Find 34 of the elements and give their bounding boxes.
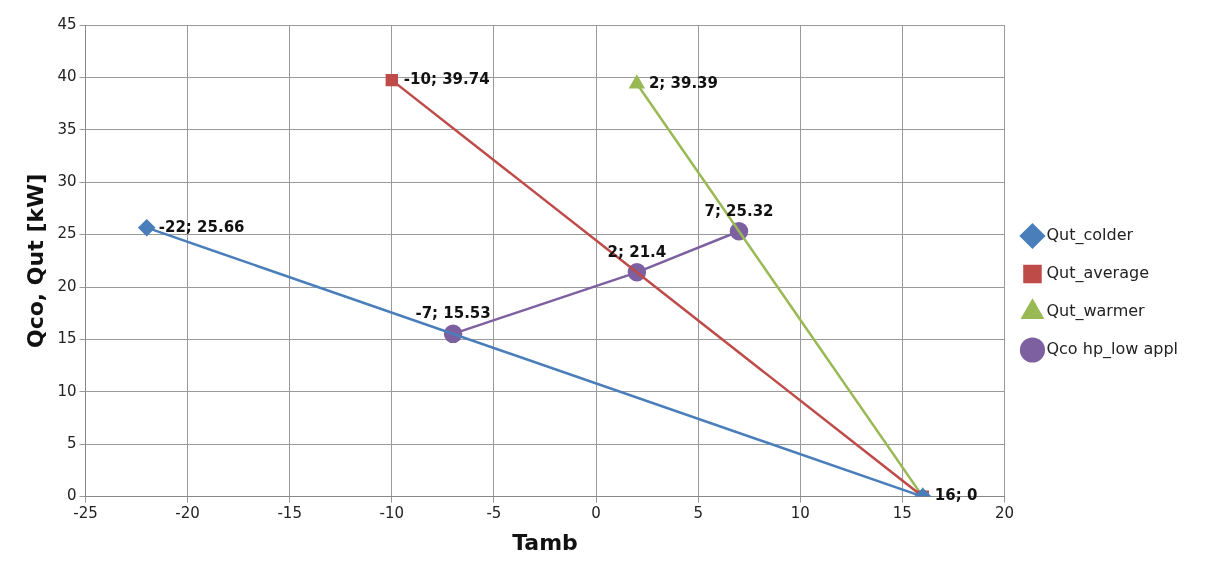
- x-tick-label: -10: [379, 504, 405, 523]
- y-tick-label: 20: [57, 276, 77, 295]
- data-label: -22; 25.66: [158, 217, 245, 236]
- point: [138, 219, 155, 236]
- x-tick-label: 20: [994, 504, 1015, 523]
- x-tick-label: -5: [486, 504, 502, 523]
- y-tick-label: 35: [57, 119, 77, 138]
- x-tick-label: 10: [790, 504, 810, 523]
- y-tick-label: 0: [66, 486, 77, 505]
- data-label: 7; 25.32: [704, 201, 774, 220]
- data-label: 16; 0: [934, 486, 978, 505]
- y-tick-label: 5: [66, 434, 77, 453]
- y-axis-title: Qco, Qut [kW]: [22, 173, 48, 349]
- data-label: 2; 39.39: [648, 73, 718, 92]
- x-tick-label: -20: [175, 504, 200, 523]
- x-tick-label: -15: [277, 504, 302, 523]
- x-tick-label: 5: [693, 504, 703, 523]
- legend-label: Qut_warmer: [1046, 301, 1146, 322]
- legend-label: Qco hp_low appl: [1046, 339, 1178, 360]
- y-tick-label: 45: [57, 14, 77, 33]
- data-label: -10; 39.74: [403, 70, 490, 89]
- y-tick-label: 15: [57, 329, 77, 348]
- x-tick-label: -25: [73, 504, 98, 523]
- point: [385, 73, 399, 87]
- y-tick-label: 25: [57, 224, 77, 243]
- legend-label: Qut_colder: [1046, 225, 1134, 246]
- x-tick-label: 0: [591, 504, 601, 523]
- x-tick-label: 15: [892, 504, 912, 523]
- y-tick-label: 30: [57, 172, 77, 191]
- data-label: -7; 15.53: [415, 304, 491, 323]
- y-tick-label: 40: [57, 67, 77, 86]
- legend-label: Qut_average: [1046, 263, 1149, 284]
- y-tick-label: 10: [57, 381, 77, 400]
- x-axis-title: Tamb: [512, 529, 578, 555]
